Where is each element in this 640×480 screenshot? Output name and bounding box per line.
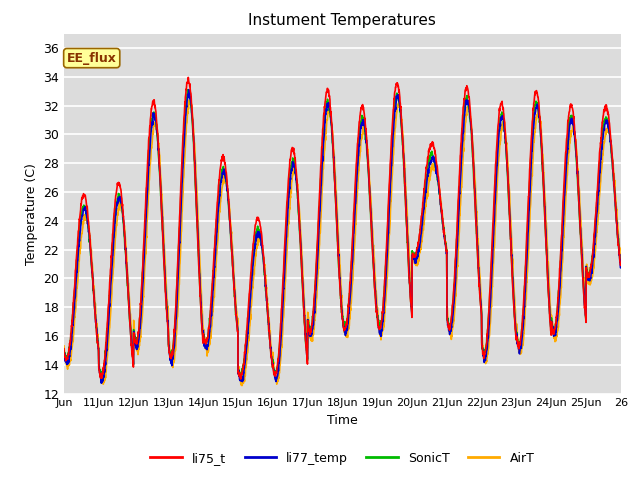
SonicT [542,236,550,241]
AirT [60,343,68,349]
X-axis label: Time: Time [327,414,358,427]
Text: EE_flux: EE_flux [67,51,116,65]
li75_t [60,346,68,352]
li77_temp [60,350,68,356]
li77_temp [185,87,193,93]
Line: AirT: AirT [64,99,621,385]
SonicT [116,194,124,200]
Title: Instument Temperatures: Instument Temperatures [248,13,436,28]
li77_temp [542,228,550,233]
AirT [511,292,518,298]
SonicT [376,323,384,329]
li77_temp [617,264,625,270]
SonicT [609,175,617,180]
li75_t [542,237,550,242]
li77_temp [609,171,617,177]
li75_t [237,376,244,382]
AirT [617,256,625,262]
AirT [542,213,550,219]
SonicT [236,371,244,377]
SonicT [511,314,518,320]
AirT [116,202,124,208]
Legend: li75_t, li77_temp, SonicT, AirT: li75_t, li77_temp, SonicT, AirT [145,447,540,469]
SonicT [60,348,68,354]
li77_temp [116,193,124,199]
li77_temp [236,378,244,384]
Line: SonicT: SonicT [64,90,621,379]
Line: li75_t: li75_t [64,77,621,379]
li75_t [184,74,192,80]
li75_t [116,182,124,188]
AirT [238,383,246,388]
li75_t [376,324,384,330]
Y-axis label: Temperature (C): Temperature (C) [25,163,38,264]
AirT [187,96,195,102]
li75_t [617,262,625,268]
SonicT [617,262,625,268]
li75_t [609,170,617,176]
AirT [376,331,384,336]
li75_t [511,312,518,318]
li77_temp [511,309,518,314]
li77_temp [97,380,105,386]
SonicT [99,376,106,382]
Line: li77_temp: li77_temp [64,90,621,383]
li75_t [236,373,244,379]
AirT [236,375,244,381]
li77_temp [376,328,384,334]
SonicT [184,87,192,93]
AirT [609,164,617,170]
